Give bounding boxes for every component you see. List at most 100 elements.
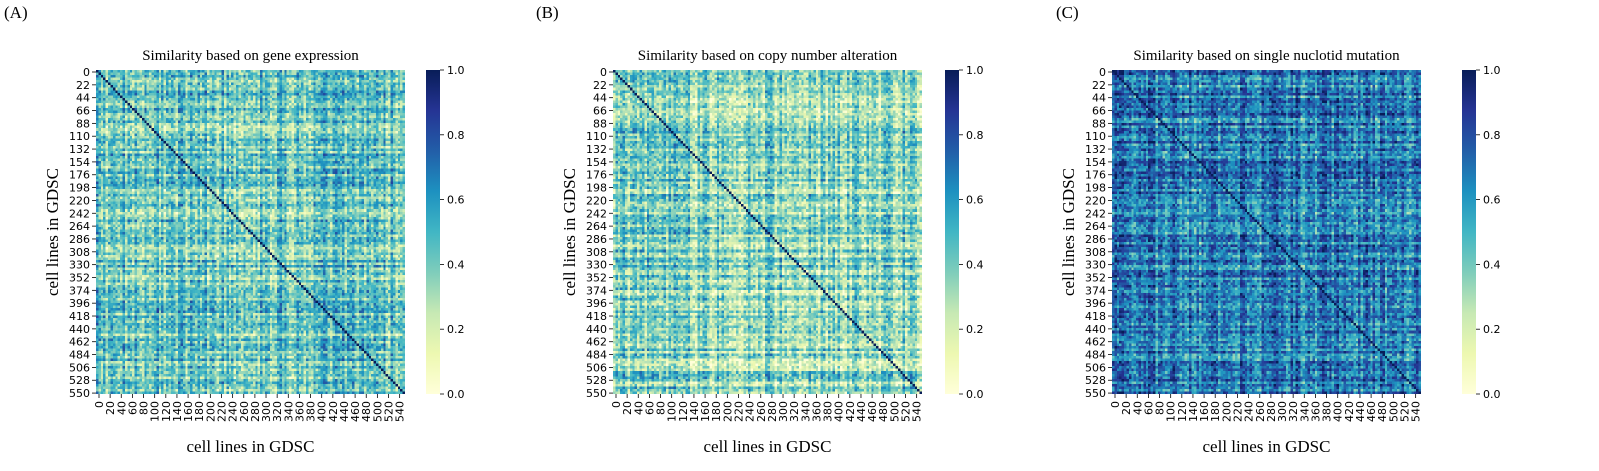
x-tick-label: 140 — [171, 401, 184, 422]
y-tick-label: 484 — [586, 349, 607, 362]
y-axis-label: cell lines in GDSC — [560, 168, 579, 296]
y-tick-label: 308 — [1085, 246, 1106, 259]
x-tick-label: 440 — [338, 401, 351, 422]
y-tick-label: 462 — [586, 336, 607, 349]
colorbar — [945, 70, 959, 394]
heatmap-cells — [96, 70, 405, 394]
colorbar-tick-label: 0.2 — [447, 323, 465, 336]
x-tick-label: 260 — [755, 401, 768, 422]
y-tick-label: 330 — [586, 259, 607, 272]
x-tick-label: 460 — [349, 401, 362, 422]
x-tick-label: 480 — [360, 401, 373, 422]
x-tick-label: 300 — [260, 401, 273, 422]
x-tick-label: 140 — [1187, 401, 1200, 422]
y-tick-label: 110 — [69, 130, 90, 143]
y-tick-label: 374 — [586, 284, 607, 297]
colorbar-tick-label: 0.0 — [447, 388, 465, 401]
x-tick-label: 360 — [1309, 401, 1322, 422]
x-tick-label: 340 — [1298, 401, 1311, 422]
x-tick-label: 340 — [799, 401, 812, 422]
x-tick-label: 520 — [1399, 401, 1412, 422]
heatmap-panel-3: (C) Similarity based on single nuclotid m… — [1056, 3, 1501, 456]
y-tick-label: 198 — [69, 182, 90, 195]
y-tick-label: 22 — [593, 79, 607, 92]
y-tick-label: 286 — [1085, 233, 1106, 246]
y-tick-label: 44 — [76, 92, 90, 105]
y-tick-label: 198 — [1085, 182, 1106, 195]
x-tick-label: 320 — [788, 401, 801, 422]
x-tick-label: 140 — [688, 401, 701, 422]
x-tick-label: 500 — [371, 401, 384, 422]
y-tick-label: 264 — [69, 220, 90, 233]
y-tick-label: 550 — [69, 387, 90, 400]
colorbar — [1462, 70, 1476, 394]
x-tick-label: 180 — [1209, 401, 1222, 422]
x-tick-label: 280 — [766, 401, 779, 422]
y-tick-label: 220 — [586, 194, 607, 207]
y-tick-label: 374 — [69, 284, 90, 297]
colorbar-tick-label: 0.4 — [447, 258, 465, 271]
x-tick-label: 200 — [204, 401, 217, 422]
y-tick-label: 440 — [69, 323, 90, 336]
y-tick-label: 198 — [586, 182, 607, 195]
y-tick-label: 484 — [69, 349, 90, 362]
heatmap-panel-1: (A)Similarity based on gene expression02… — [4, 3, 465, 456]
colorbar-tick-label: 0.2 — [1483, 323, 1501, 336]
y-tick-label: 352 — [586, 271, 607, 284]
y-tick-label: 88 — [1092, 117, 1106, 130]
colorbar-tick-label: 0.0 — [1483, 388, 1501, 401]
panel-label: (A) — [4, 3, 28, 22]
x-tick-label: 240 — [227, 401, 240, 422]
y-tick-label: 330 — [69, 259, 90, 272]
y-tick-label: 528 — [586, 374, 607, 387]
y-tick-label: 506 — [586, 361, 607, 374]
y-tick-label: 66 — [1092, 105, 1106, 118]
y-tick-label: 440 — [586, 323, 607, 336]
y-tick-label: 22 — [76, 79, 90, 92]
x-tick-label: 400 — [1332, 401, 1345, 422]
x-tick-label: 420 — [327, 401, 340, 422]
colorbar-tick-label: 0.0 — [966, 388, 984, 401]
x-tick-label: 320 — [271, 401, 284, 422]
colorbar-tick-label: 1.0 — [1483, 64, 1501, 77]
panel-label: (C) — [1056, 3, 1079, 22]
x-tick-label: 200 — [1220, 401, 1233, 422]
y-tick-label: 88 — [593, 117, 607, 130]
x-tick-label: 460 — [1365, 401, 1378, 422]
y-tick-label: 506 — [69, 361, 90, 374]
chart-title: Similarity based on copy number alterati… — [638, 48, 898, 64]
y-tick-label: 154 — [586, 156, 607, 169]
y-tick-label: 66 — [76, 105, 90, 118]
x-tick-label: 0 — [1109, 401, 1122, 408]
y-tick-label: 132 — [69, 143, 90, 156]
y-axis-label: cell lines in GDSC — [1059, 168, 1078, 296]
colorbar — [426, 70, 440, 394]
x-tick-label: 380 — [822, 401, 835, 422]
y-tick-label: 462 — [1085, 336, 1106, 349]
y-tick-label: 440 — [1085, 323, 1106, 336]
y-tick-label: 110 — [1085, 130, 1106, 143]
y-tick-label: 418 — [69, 310, 90, 323]
colorbar-tick-label: 0.6 — [1483, 194, 1501, 207]
x-tick-label: 460 — [866, 401, 879, 422]
y-tick-label: 242 — [69, 207, 90, 220]
y-tick-label: 396 — [586, 297, 607, 310]
x-tick-label: 340 — [282, 401, 295, 422]
y-tick-label: 220 — [1085, 194, 1106, 207]
heatmap-cells — [1112, 70, 1421, 394]
x-tick-label: 180 — [193, 401, 206, 422]
heatmap-panel-2: (B) Similarity based on copy number alter… — [536, 3, 984, 456]
x-tick-label: 240 — [744, 401, 757, 422]
x-tick-label: 0 — [610, 401, 623, 408]
x-tick-label: 220 — [1231, 401, 1244, 422]
y-tick-label: 110 — [586, 130, 607, 143]
y-tick-label: 308 — [69, 246, 90, 259]
x-tick-label: 120 — [160, 401, 173, 422]
x-tick-label: 280 — [1265, 401, 1278, 422]
x-tick-label: 220 — [732, 401, 745, 422]
x-axis-label: cell lines in GDSC — [1203, 437, 1331, 456]
x-tick-label: 480 — [877, 401, 890, 422]
x-tick-label: 400 — [833, 401, 846, 422]
y-tick-label: 528 — [1085, 374, 1106, 387]
